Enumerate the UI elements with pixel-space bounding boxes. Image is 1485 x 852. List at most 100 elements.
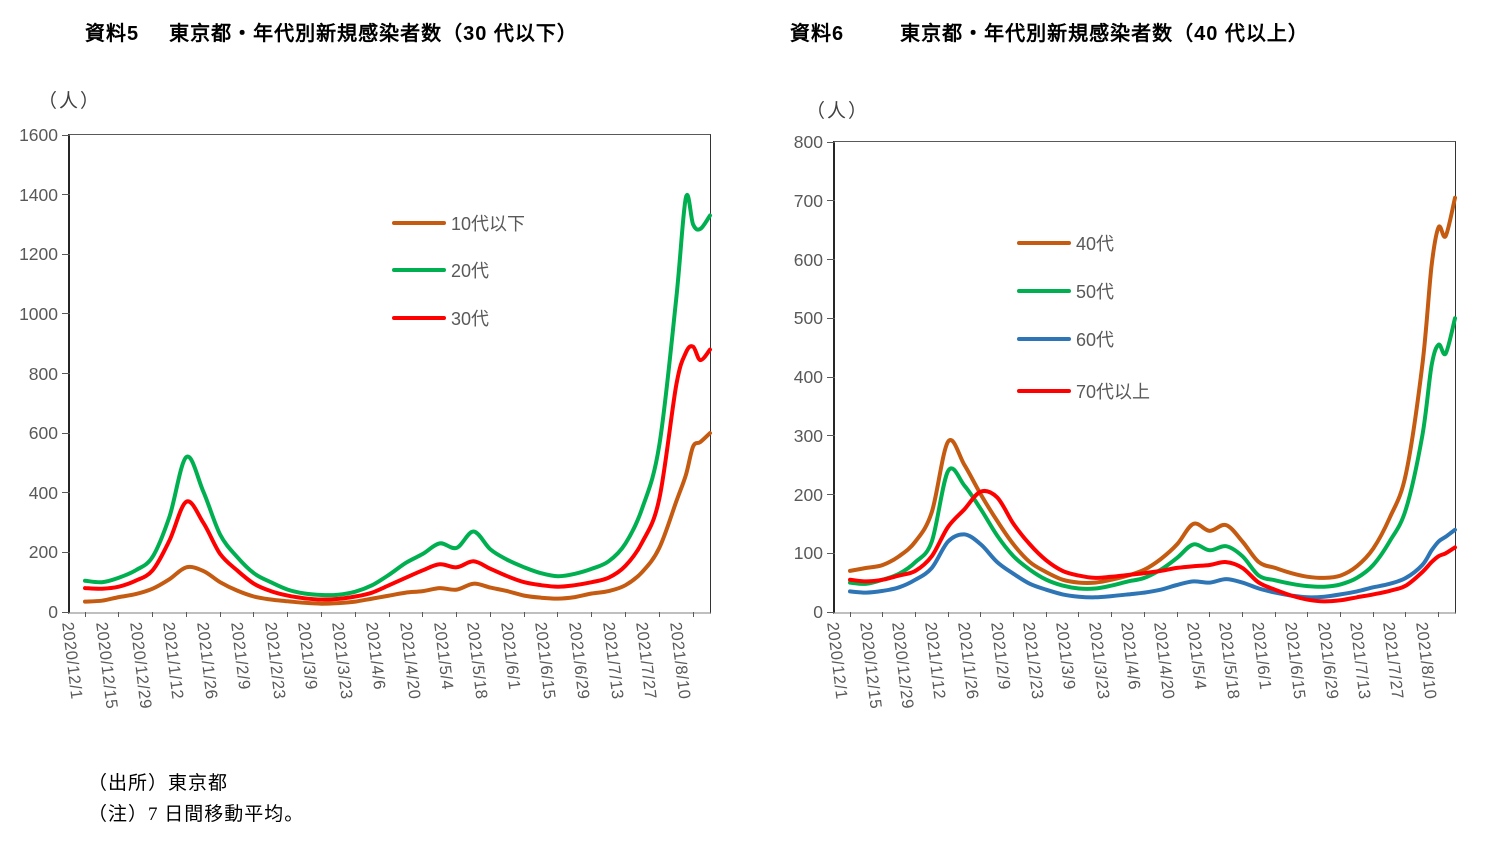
x-axis-date-label: 2021/7/13 bbox=[598, 621, 627, 701]
x-axis-tick-mark bbox=[980, 612, 982, 617]
x-axis-tick-mark bbox=[1405, 612, 1407, 617]
x-axis-tick-mark bbox=[1307, 612, 1309, 617]
chart-over40-title-text: 東京都・年代別新規感染者数（40 代以上） bbox=[900, 23, 1309, 45]
y-axis-tick-mark bbox=[827, 494, 835, 495]
x-axis-tick-mark bbox=[354, 612, 356, 617]
y-axis-tick-mark bbox=[827, 200, 835, 202]
x-axis-date-label: 2021/4/6 bbox=[1117, 621, 1144, 691]
y-axis-tick-label: 500 bbox=[793, 308, 823, 329]
y-axis-tick-mark bbox=[827, 552, 835, 554]
y-axis-tick-label: 600 bbox=[28, 423, 58, 444]
legend-item-40代: 40代 bbox=[1017, 230, 1114, 256]
x-axis-tick-mark bbox=[1078, 612, 1080, 617]
y-axis-tick-mark bbox=[62, 313, 70, 315]
legend-line-swatch bbox=[1017, 289, 1071, 293]
y-axis-tick-label: 200 bbox=[28, 542, 58, 563]
series-line-60代 bbox=[848, 527, 1457, 600]
x-axis-tick-mark bbox=[422, 612, 424, 617]
x-axis-date-label: 2020/12/15 bbox=[91, 621, 121, 711]
footer-note: （注）7 日間移動平均。 bbox=[88, 804, 305, 825]
x-axis-date-label: 2021/3/9 bbox=[294, 621, 321, 691]
x-axis-date-label: 2021/5/18 bbox=[463, 621, 491, 701]
x-axis-date-label: 2021/4/20 bbox=[1150, 621, 1178, 701]
x-axis-date-label: 2021/7/13 bbox=[1346, 621, 1374, 701]
x-axis-tick-mark bbox=[591, 612, 593, 617]
y-axis-tick-label: 1600 bbox=[19, 125, 58, 145]
x-axis-tick-mark bbox=[219, 612, 221, 617]
legend-item-10代以下: 10代以下 bbox=[392, 210, 525, 236]
y-axis-tick-label: 300 bbox=[793, 425, 823, 446]
x-axis-tick-mark bbox=[388, 612, 390, 617]
y-axis-tick-label: 800 bbox=[28, 363, 58, 384]
x-axis-date-label: 2021/7/27 bbox=[632, 621, 660, 701]
series-line-20代 bbox=[83, 192, 712, 598]
footer-source: （出所）東京都 bbox=[88, 773, 229, 794]
x-axis-tick-mark bbox=[84, 612, 86, 617]
y-axis-tick-mark bbox=[62, 611, 70, 613]
chart-over40: 0 100 200 300 400 500 600 700 800 2020/12/1 2020/1… bbox=[794, 132, 1457, 710]
y-axis-tick-label: 400 bbox=[793, 367, 823, 387]
x-axis-tick-mark bbox=[1340, 612, 1342, 617]
legend-label: 70代以上 bbox=[1076, 382, 1151, 402]
y-axis-tick-mark bbox=[827, 435, 835, 437]
x-axis-tick-mark bbox=[456, 612, 458, 617]
x-axis-tick-mark bbox=[1111, 612, 1113, 617]
x-axis-date-label: 2021/1/26 bbox=[193, 621, 221, 701]
y-axis-tick-label: 400 bbox=[28, 482, 58, 503]
x-axis-date-label: 2021/6/15 bbox=[1280, 621, 1309, 701]
legend-item-30代: 30代 bbox=[392, 305, 489, 331]
chart-under30-plot-area bbox=[83, 192, 712, 606]
x-axis-date-label: 2021/5/4 bbox=[429, 621, 456, 691]
x-axis-tick-mark bbox=[625, 612, 627, 617]
series-line-10代以下 bbox=[83, 431, 712, 606]
x-axis-tick-mark bbox=[658, 612, 660, 617]
y-axis-tick-mark bbox=[827, 611, 835, 613]
x-axis-date-label: 2021/1/26 bbox=[953, 621, 982, 701]
x-axis-date-label: 2021/5/18 bbox=[1215, 621, 1243, 701]
chart-under30-doc-label: 資料5 bbox=[85, 23, 140, 45]
x-axis-tick-mark bbox=[489, 612, 491, 617]
legend-label: 40代 bbox=[1076, 234, 1115, 254]
x-axis-date-label: 2021/6/1 bbox=[497, 621, 524, 691]
series-line-50代 bbox=[848, 316, 1457, 591]
y-axis-tick-label: 0 bbox=[813, 602, 823, 622]
x-axis-tick-mark bbox=[1176, 612, 1178, 617]
x-axis-date-label: 2021/3/9 bbox=[1052, 621, 1079, 691]
y-axis-tick-label: 800 bbox=[793, 132, 823, 152]
x-axis-date-label: 2021/6/15 bbox=[531, 621, 559, 701]
series-line-70代以上 bbox=[848, 488, 1457, 604]
legend-label: 60代 bbox=[1076, 330, 1115, 350]
x-axis-date-label: 2021/6/29 bbox=[564, 621, 593, 701]
y-axis-tick-mark bbox=[827, 317, 835, 319]
series-line-40代 bbox=[848, 195, 1457, 585]
y-axis-tick-label: 1400 bbox=[19, 184, 58, 205]
x-axis-date-label: 2021/8/10 bbox=[666, 621, 694, 701]
y-axis-tick-mark bbox=[62, 134, 70, 136]
chart-over40-plot-area bbox=[848, 195, 1457, 604]
y-axis-tick-mark bbox=[827, 376, 835, 378]
x-axis-date-label: 2020/12/29 bbox=[125, 621, 155, 711]
y-axis-tick-mark bbox=[827, 259, 835, 260]
x-axis-date-label: 2021/4/6 bbox=[362, 621, 389, 691]
legend-line-swatch bbox=[392, 268, 446, 272]
y-axis-tick-label: 0 bbox=[48, 602, 58, 622]
x-axis-tick-mark bbox=[1143, 612, 1145, 617]
y-axis-tick-label: 1200 bbox=[19, 244, 58, 265]
legend-line-swatch bbox=[1017, 241, 1071, 245]
legend-label: 30代 bbox=[451, 309, 490, 329]
x-axis-tick-mark bbox=[118, 612, 120, 617]
x-axis-date-label: 2021/2/9 bbox=[227, 621, 254, 691]
x-axis-tick-mark bbox=[1274, 612, 1276, 617]
series-line-30代 bbox=[83, 344, 712, 602]
x-axis-tick-mark bbox=[914, 612, 916, 617]
chart-under30-title-text: 東京都・年代別新規感染者数（30 代以下） bbox=[169, 23, 578, 45]
x-axis-tick-mark bbox=[320, 612, 322, 617]
x-axis-tick-mark bbox=[692, 612, 694, 617]
y-axis-tick-mark bbox=[62, 432, 70, 434]
x-axis-tick-mark bbox=[287, 612, 289, 617]
y-axis-tick-label: 200 bbox=[793, 484, 823, 505]
legend-item-50代: 50代 bbox=[1017, 278, 1114, 304]
y-axis-tick-mark bbox=[827, 141, 835, 143]
x-axis-tick-mark bbox=[1045, 612, 1047, 617]
x-axis-date-label: 2020/12/29 bbox=[888, 621, 918, 711]
